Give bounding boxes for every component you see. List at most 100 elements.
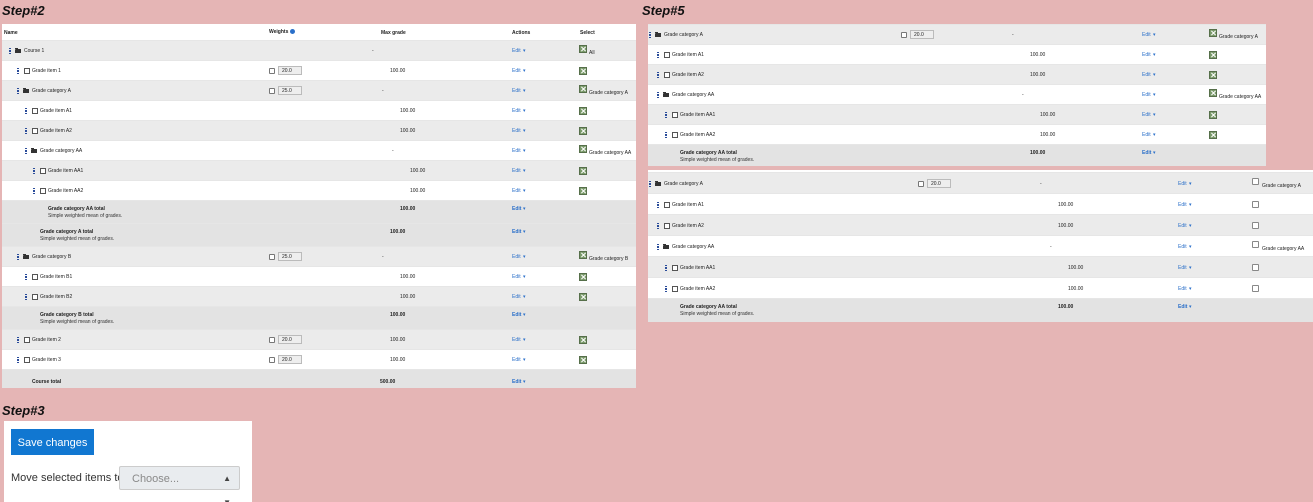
edit-menu[interactable]: Edit (1178, 265, 1187, 271)
caret-down-icon[interactable]: ▾ (523, 337, 526, 343)
edit-menu[interactable]: Edit (512, 229, 522, 235)
drag-handle-icon[interactable] (25, 108, 27, 114)
edit-menu[interactable]: Edit (512, 68, 521, 74)
select-checkbox[interactable] (579, 145, 587, 153)
edit-menu[interactable]: Edit (1178, 202, 1187, 208)
drag-handle-icon[interactable] (17, 68, 19, 74)
caret-down-icon[interactable]: ▾ (523, 357, 526, 363)
edit-menu[interactable]: Edit (1142, 32, 1151, 38)
drag-handle-icon[interactable] (17, 88, 19, 94)
weight-input[interactable]: 20.0 (278, 66, 302, 75)
edit-menu[interactable]: Edit (1142, 132, 1151, 138)
save-changes-button[interactable]: Save changes (11, 429, 94, 455)
caret-down-icon[interactable]: ▾ (1189, 286, 1192, 292)
edit-menu[interactable]: Edit (1142, 52, 1151, 58)
edit-menu[interactable]: Edit (1142, 150, 1152, 156)
weight-input[interactable]: 20.0 (910, 30, 934, 39)
caret-down-icon[interactable]: ▾ (1189, 304, 1192, 310)
caret-down-icon[interactable]: ▾ (523, 206, 526, 212)
drag-handle-icon[interactable] (657, 244, 659, 250)
weight-override-checkbox[interactable] (918, 181, 924, 187)
select-checkbox[interactable] (1252, 241, 1259, 248)
edit-menu[interactable]: Edit (512, 337, 521, 343)
edit-menu[interactable]: Edit (512, 148, 521, 154)
select-checkbox[interactable] (579, 107, 587, 115)
caret-down-icon[interactable]: ▾ (1189, 265, 1192, 271)
edit-menu[interactable]: Edit (512, 108, 521, 114)
select-checkbox[interactable] (579, 45, 587, 53)
select-checkbox[interactable] (1252, 264, 1259, 271)
caret-down-icon[interactable]: ▾ (523, 148, 526, 154)
select-checkbox[interactable] (579, 336, 587, 344)
info-icon[interactable] (290, 29, 296, 35)
edit-menu[interactable]: Edit (1178, 244, 1187, 250)
select-checkbox[interactable] (579, 251, 587, 259)
drag-handle-icon[interactable] (9, 48, 11, 54)
select-checkbox[interactable] (579, 127, 587, 135)
edit-menu[interactable]: Edit (1178, 304, 1188, 310)
edit-menu[interactable]: Edit (512, 88, 521, 94)
select-checkbox[interactable] (1209, 29, 1217, 37)
caret-down-icon[interactable]: ▾ (1153, 32, 1156, 38)
caret-down-icon[interactable]: ▾ (1153, 112, 1156, 118)
weight-override-checkbox[interactable] (269, 68, 275, 74)
caret-down-icon[interactable]: ▾ (523, 48, 526, 54)
caret-down-icon[interactable]: ▾ (523, 188, 526, 194)
caret-down-icon[interactable]: ▾ (523, 128, 526, 134)
drag-handle-icon[interactable] (17, 337, 19, 343)
move-destination-select[interactable]: Choose... ▲▼ (119, 466, 240, 502)
select-checkbox[interactable] (1252, 178, 1259, 185)
drag-handle-icon[interactable] (665, 132, 667, 138)
select-checkbox[interactable] (1209, 89, 1217, 97)
caret-down-icon[interactable]: ▾ (523, 168, 526, 174)
weight-override-checkbox[interactable] (901, 32, 907, 38)
select-checkbox[interactable] (1209, 111, 1217, 119)
caret-down-icon[interactable]: ▾ (523, 108, 526, 114)
caret-down-icon[interactable]: ▾ (523, 68, 526, 74)
drag-handle-icon[interactable] (17, 357, 19, 363)
select-checkbox[interactable] (1252, 222, 1259, 229)
drag-handle-icon[interactable] (25, 148, 27, 154)
caret-down-icon[interactable]: ▾ (1153, 132, 1156, 138)
drag-handle-icon[interactable] (649, 181, 651, 187)
caret-down-icon[interactable]: ▾ (1153, 52, 1156, 58)
select-checkbox[interactable] (1209, 51, 1217, 59)
caret-down-icon[interactable]: ▾ (523, 379, 526, 385)
drag-handle-icon[interactable] (17, 254, 19, 260)
caret-down-icon[interactable]: ▾ (1153, 72, 1156, 78)
edit-menu[interactable]: Edit (512, 294, 521, 300)
edit-menu[interactable]: Edit (1178, 286, 1187, 292)
select-checkbox[interactable] (1209, 131, 1217, 139)
drag-handle-icon[interactable] (33, 188, 35, 194)
select-checkbox[interactable] (579, 187, 587, 195)
select-checkbox[interactable] (579, 67, 587, 75)
edit-menu[interactable]: Edit (512, 379, 522, 385)
select-checkbox[interactable] (579, 293, 587, 301)
edit-menu[interactable]: Edit (1178, 223, 1187, 229)
weight-input[interactable]: 20.0 (927, 179, 951, 188)
select-checkbox[interactable] (1209, 71, 1217, 79)
weight-override-checkbox[interactable] (269, 254, 275, 260)
select-checkbox[interactable] (1252, 285, 1259, 292)
edit-menu[interactable]: Edit (1142, 112, 1151, 118)
select-checkbox[interactable] (1252, 201, 1259, 208)
drag-handle-icon[interactable] (25, 294, 27, 300)
weight-override-checkbox[interactable] (269, 357, 275, 363)
weight-input[interactable]: 25.0 (278, 86, 302, 95)
caret-down-icon[interactable]: ▾ (1189, 244, 1192, 250)
edit-menu[interactable]: Edit (512, 357, 521, 363)
drag-handle-icon[interactable] (649, 32, 651, 38)
edit-menu[interactable]: Edit (512, 254, 521, 260)
edit-menu[interactable]: Edit (512, 206, 522, 212)
drag-handle-icon[interactable] (33, 168, 35, 174)
weight-override-checkbox[interactable] (269, 88, 275, 94)
drag-handle-icon[interactable] (657, 72, 659, 78)
caret-down-icon[interactable]: ▾ (523, 294, 526, 300)
weight-input[interactable]: 20.0 (278, 335, 302, 344)
edit-menu[interactable]: Edit (512, 128, 521, 134)
caret-down-icon[interactable]: ▾ (523, 254, 526, 260)
weight-input[interactable]: 20.0 (278, 355, 302, 364)
caret-down-icon[interactable]: ▾ (523, 312, 526, 318)
edit-menu[interactable]: Edit (512, 188, 521, 194)
drag-handle-icon[interactable] (665, 286, 667, 292)
